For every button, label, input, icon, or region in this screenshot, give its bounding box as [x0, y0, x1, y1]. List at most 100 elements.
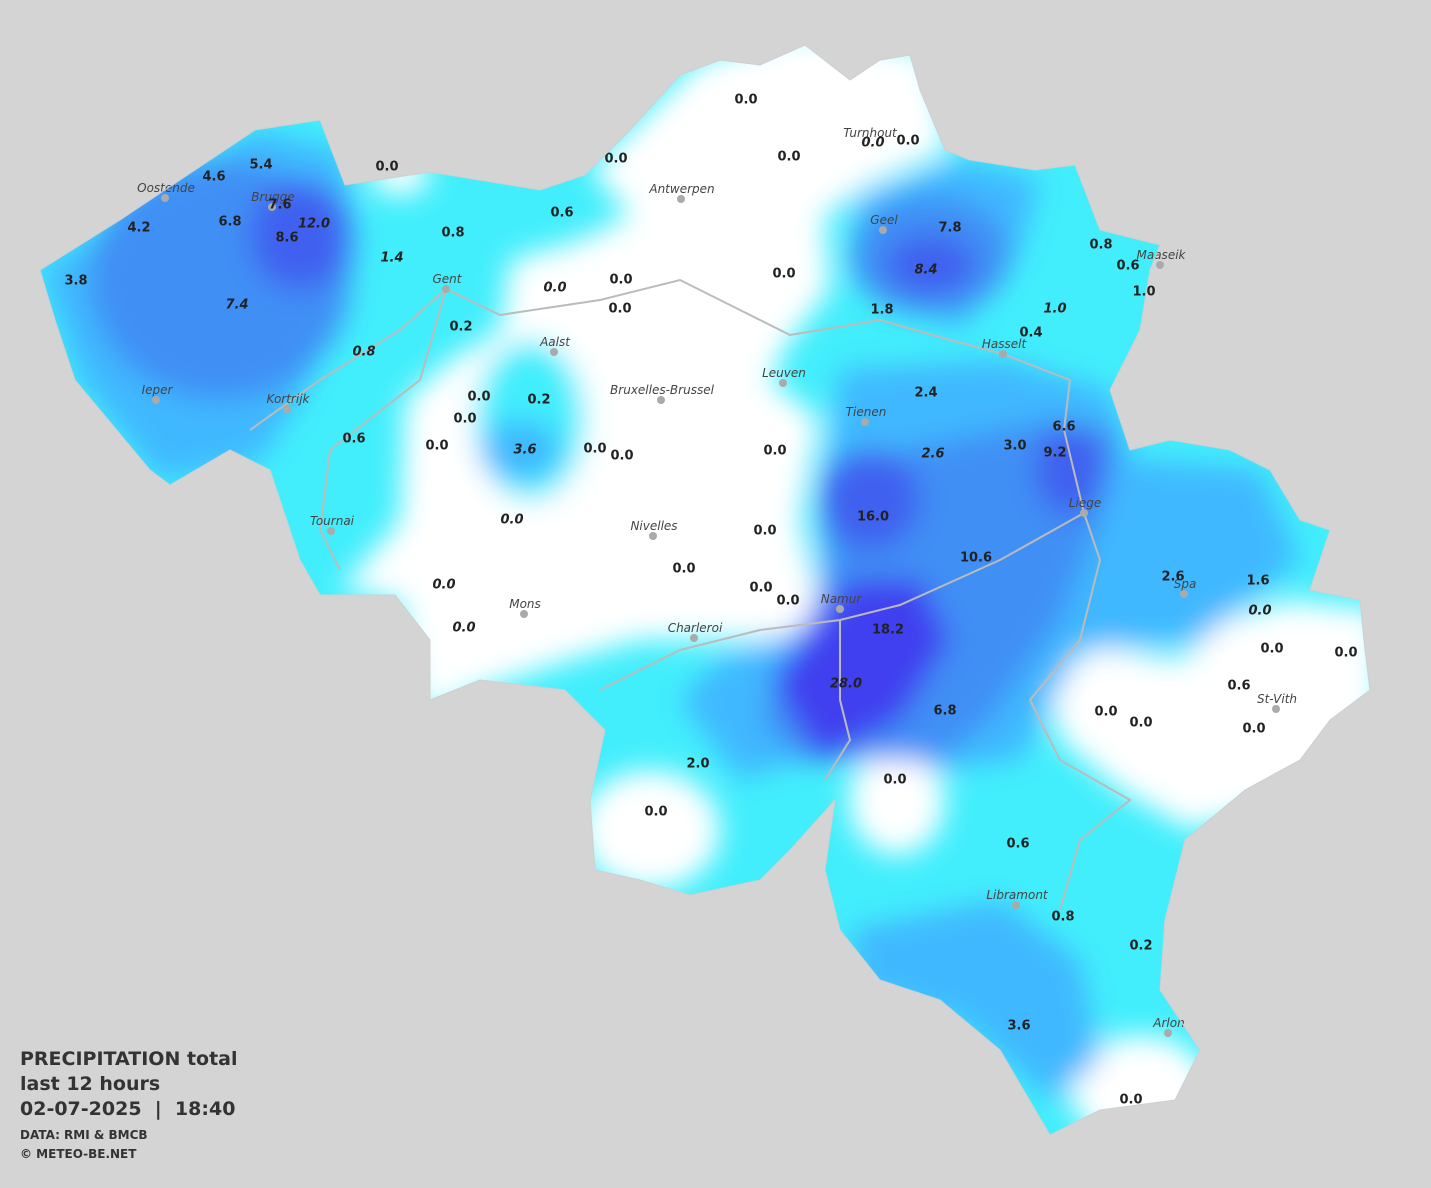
city-label: Aalst [539, 335, 571, 349]
rain-reading: 2.6 [921, 447, 944, 462]
city-label: Hasselt [982, 337, 1028, 351]
legend-timestamp: 02-07-2025 | 18:40 [20, 1098, 235, 1120]
rain-reading: 0.8 [441, 226, 464, 241]
city-label: Tienen [846, 405, 887, 419]
rain-reading: 0.0 [432, 578, 455, 593]
rain-reading: 1.0 [1132, 285, 1155, 300]
rain-reading: 6.6 [1052, 420, 1075, 435]
rain-reading: 0.6 [342, 432, 365, 447]
rain-reading: 12.0 [298, 217, 330, 232]
rain-reading: 0.0 [1260, 642, 1283, 657]
rain-reading: 3.0 [1003, 439, 1026, 454]
city-label: Oostende [137, 181, 195, 195]
readings: 0.0 0.0 0.0 0.0 0.0 0.0 5.4 4.6 7.6 6.8 12.08.6 4.2… [64, 93, 1357, 1108]
rain-reading: 0.6 [550, 206, 573, 221]
legend-copyright: © METEO-BE.NET [20, 1147, 137, 1161]
city-dot [657, 396, 665, 404]
city-dot [1180, 590, 1188, 598]
rain-reading: 7.4 [225, 298, 248, 313]
city-label: Leuven [762, 366, 806, 380]
rain-reading: 0.0 [749, 581, 772, 596]
rain-reading: 3.8 [64, 274, 87, 289]
rivers [249, 278, 1132, 911]
rain-reading: 1.8 [870, 303, 893, 318]
city-dot [283, 405, 291, 413]
city-dot [1272, 705, 1280, 713]
city-label: Libramont [986, 888, 1049, 902]
rain-reading: 0.0 [1242, 722, 1265, 737]
rain-reading: 0.0 [672, 562, 695, 577]
rain-reading: 6.8 [218, 215, 241, 230]
rain-reading: 0.0 [609, 273, 632, 288]
rain-reading: 0.0 [1119, 1093, 1142, 1108]
cities: Oostende Brugge Gent Antwerpen Turnhout Geel M… [137, 126, 1297, 1037]
city-label: Geel [870, 213, 898, 227]
city-dot [1012, 901, 1020, 909]
city-dot [836, 605, 844, 613]
rain-reading: 0.0 [776, 594, 799, 609]
city-dot [677, 195, 685, 203]
rain-reading: 0.4 [1019, 326, 1042, 341]
rain-reading: 0.2 [527, 393, 550, 408]
rain-reading: 2.4 [914, 386, 937, 401]
rain-reading: 0.6 [1227, 679, 1250, 694]
rain-reading: 0.0 [861, 136, 884, 151]
rain-reading: 0.0 [467, 390, 490, 405]
rain-reading: 6.8 [933, 704, 956, 719]
city-label: Tournai [310, 514, 355, 528]
rain-reading: 18.2 [872, 623, 904, 638]
city-dot [520, 610, 528, 618]
rain-reading: 0.0 [1094, 705, 1117, 720]
rain-reading: 1.0 [1043, 302, 1066, 317]
rain-reading: 0.0 [425, 439, 448, 454]
city-dot [779, 379, 787, 387]
rain-reading: 9.2 [1043, 446, 1066, 461]
rain-reading: 0.0 [1129, 716, 1152, 731]
rain-reading: 0.0 [896, 134, 919, 149]
rain-reading: 0.8 [352, 345, 375, 360]
legend: PRECIPITATION total last 12 hours 02-07-… [20, 1048, 238, 1161]
city-dot [268, 203, 276, 211]
rain-reading: 0.0 [608, 302, 631, 317]
city-label: Spa [1174, 577, 1197, 591]
rain-reading: 0.0 [375, 160, 398, 175]
city-label: Mons [509, 597, 541, 611]
city-label: Maaseik [1137, 248, 1187, 262]
city-label: Liege [1069, 496, 1101, 510]
city-dot [327, 527, 335, 535]
rain-reading: 0.0 [734, 93, 757, 108]
rain-reading: 4.2 [127, 221, 150, 236]
rain-reading: 0.0 [1248, 604, 1271, 619]
rain-reading: 0.0 [1334, 646, 1357, 661]
legend-source: DATA: RMI & BMCB [20, 1128, 148, 1142]
city-dot [861, 418, 869, 426]
rain-reading: 0.0 [753, 524, 776, 539]
city-label: Kortrijk [267, 392, 311, 406]
rain-reading: 16.0 [857, 510, 889, 525]
rain-reading: 0.0 [452, 621, 475, 636]
rain-reading: 0.0 [500, 513, 523, 528]
city-label: Arlon [1152, 1016, 1184, 1030]
rain-reading: 0.0 [604, 152, 627, 167]
rain-reading: 0.0 [644, 805, 667, 820]
rain-reading: 0.0 [772, 267, 795, 282]
city-label: Turnhout [843, 126, 898, 140]
rain-reading: 3.6 [1007, 1019, 1030, 1034]
rain-reading: 0.6 [1116, 259, 1139, 274]
rain-reading: 7.6 [268, 198, 291, 213]
rain-reading: 7.8 [938, 221, 961, 236]
city-dot [879, 226, 887, 234]
rain-reading: 1.4 [380, 251, 403, 266]
city-dot [1156, 261, 1164, 269]
city-dot [550, 348, 558, 356]
city-dot [1080, 509, 1088, 517]
city-dot [161, 194, 169, 202]
rain-reading: 0.8 [1051, 910, 1074, 925]
legend-title: PRECIPITATION total [20, 1048, 238, 1070]
rain-reading: 2.0 [686, 757, 709, 772]
rain-reading: 0.0 [583, 442, 606, 457]
rain-reading: 5.4 [249, 158, 272, 173]
city-dot [690, 634, 698, 642]
city-label: St-Vith [1257, 692, 1297, 706]
rain-reading: 0.0 [763, 444, 786, 459]
